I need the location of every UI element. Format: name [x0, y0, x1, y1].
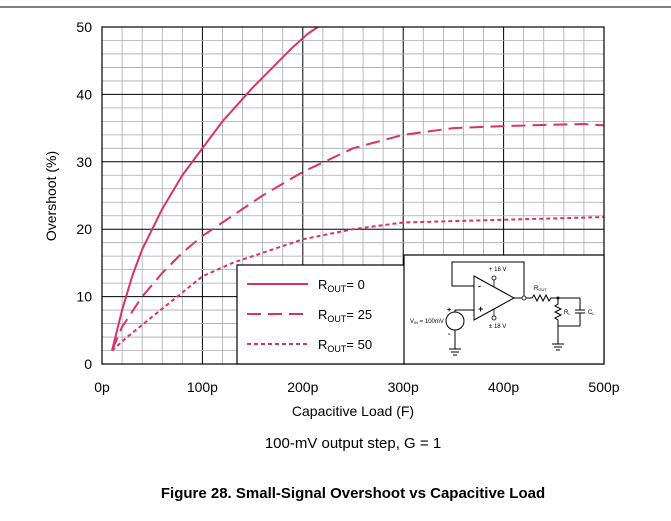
y-tick-label: 0: [84, 356, 92, 372]
y-axis-label: Overshoot (%): [43, 151, 59, 241]
rout-resistor: [526, 293, 558, 303]
y-tick-label: 40: [76, 86, 92, 102]
series-line-2: [111, 123, 605, 351]
rl-resistor: [553, 298, 563, 344]
y-tick-label: 20: [76, 221, 92, 237]
y-tick-label: 50: [76, 19, 92, 35]
cl-label: CL: [588, 310, 595, 316]
input-source: [445, 311, 465, 331]
rl-label: RL: [564, 310, 571, 316]
x-tick-label: 300p: [388, 379, 419, 395]
y-tick-label: 30: [76, 154, 92, 170]
legend-label-3: ROUT= 50: [318, 337, 372, 354]
legend-label-1: ROUT= 0: [318, 277, 365, 294]
svg-text:+: +: [447, 307, 451, 314]
y-tick-labels: 0 10 20 30 40 50: [76, 19, 92, 372]
x-tick-labels: 0p 100p 200p 300p 400p 500p: [94, 379, 620, 395]
positive-supply-pin: [491, 275, 497, 281]
figure-caption: Figure 28. Small-Signal Overshoot vs Cap…: [161, 485, 545, 502]
positive-supply-label: + 18 V: [489, 267, 507, 273]
opamp-inverting-sign: -: [478, 281, 481, 291]
vin-label: VIN = 100mV: [410, 319, 444, 325]
legend-label-2: ROUT= 25: [318, 307, 372, 324]
x-tick-label: 0p: [94, 379, 110, 395]
x-tick-label: 500p: [588, 379, 619, 395]
series-line-3: [111, 216, 605, 352]
output-node: [521, 295, 527, 301]
legend: ROUT= 0 ROUT= 25 ROUT= 50: [236, 264, 406, 365]
x-tick-label: 200p: [287, 379, 318, 395]
y-tick-label: 10: [76, 289, 92, 305]
series-layer: [111, 26, 605, 352]
x-tick-label: 400p: [488, 379, 519, 395]
x-tick-label: 100p: [187, 379, 218, 395]
feedback-wire: [451, 261, 525, 296]
x-axis-label: Capacitive Load (F): [292, 403, 414, 419]
test-condition-note: 100-mV output step, G = 1: [265, 435, 441, 452]
rout-label: ROUT: [534, 286, 547, 292]
negative-supply-pin: [491, 315, 497, 321]
svg-text:-: -: [448, 331, 451, 338]
negative-supply-label: ± 18 V: [489, 324, 506, 330]
test-circuit-schematic: - + + 18 V ± 18 V ROUT RL CL: [403, 254, 605, 365]
series-line-1: [111, 26, 319, 351]
opamp-noninverting-sign: +: [478, 304, 483, 314]
